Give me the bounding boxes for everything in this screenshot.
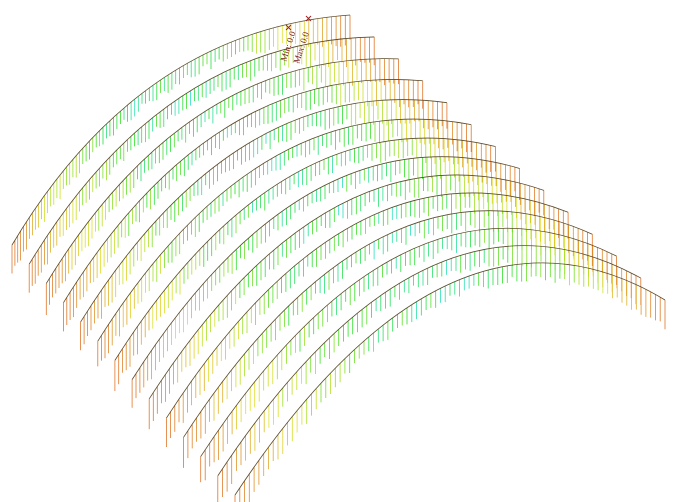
markers [286, 16, 311, 30]
arch [98, 119, 471, 366]
arch [46, 59, 398, 315]
arch [235, 263, 665, 502]
arch [149, 175, 544, 429]
page: Min: 0.0 Max: 0.0 (() => { const data = … [0, 0, 687, 502]
arch-curve [201, 228, 617, 456]
arch [29, 37, 374, 293]
vault-diagram: Min: 0.0 Max: 0.0 [0, 0, 687, 502]
arches [12, 15, 665, 502]
arch [201, 228, 617, 482]
arch-curve [235, 263, 665, 495]
